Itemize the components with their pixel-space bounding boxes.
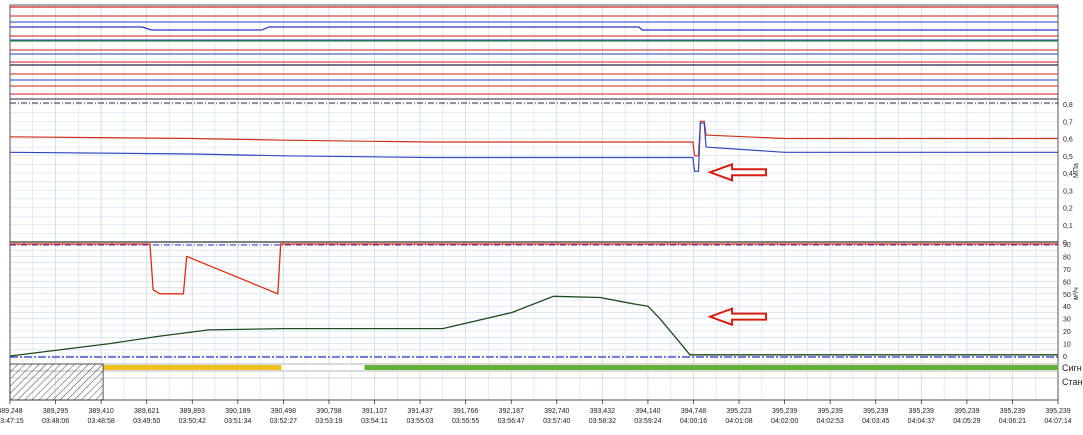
- x-tick-label: 389,295: [43, 408, 68, 415]
- x-tick-label: 389,410: [88, 408, 113, 415]
- x-tick-label: 392,187: [499, 408, 524, 415]
- signal-bar-green: [364, 365, 1058, 370]
- x-tick-time: 04:04:37: [908, 418, 935, 425]
- x-tick-time: 04:00:16: [680, 418, 707, 425]
- pressure-tick-label: 0,1: [1063, 223, 1073, 230]
- x-tick-time: 03:56:47: [498, 418, 525, 425]
- pressure-tick-label: 0,6: [1063, 137, 1073, 144]
- hatched-block: [9, 363, 104, 401]
- flow-tick-label: 90: [1063, 242, 1071, 249]
- x-tick-label: 395,239: [1045, 408, 1070, 415]
- pressure-series-line: [9, 120, 1058, 157]
- signal-label: Сигн: [1062, 363, 1082, 373]
- status-bars: Сигн Стан: [9, 363, 1083, 401]
- x-tick-time: 03:58:32: [589, 418, 616, 425]
- annotations: [707, 162, 768, 327]
- x-tick-time: 03:48:06: [42, 418, 69, 425]
- x-tick-time: 04:02:00: [771, 418, 798, 425]
- pressure-tick-label: 0,4: [1063, 171, 1073, 178]
- x-tick-label: 395,239: [818, 408, 843, 415]
- x-tick-label: 395,239: [909, 408, 934, 415]
- digital-panel: [10, 6, 1058, 100]
- pressure-tick-label: 0,3: [1063, 188, 1073, 195]
- x-tick-label: 392,740: [544, 408, 569, 415]
- x-tick-time: 03:57:40: [543, 418, 570, 425]
- x-tick-time: 04:06:21: [999, 418, 1026, 425]
- flow-tick-label: 30: [1063, 317, 1071, 324]
- x-tick-time: 03:54:11: [361, 418, 388, 425]
- pressure-tick-label: 0,7: [1063, 119, 1073, 126]
- x-tick-label: 395,239: [772, 408, 797, 415]
- flow-panel: 0 10 20 30 40 50 60 70 80 90 м³/ч: [9, 242, 1080, 361]
- x-tick-label: 395,239: [863, 408, 888, 415]
- flow-tick-label: 0: [1063, 354, 1067, 361]
- x-tick-label: 391,107: [362, 408, 387, 415]
- x-tick-label: 389,893: [180, 408, 205, 415]
- x-tick-time: 04:02:53: [817, 418, 844, 425]
- x-tick-time: 03:49:50: [133, 418, 160, 425]
- signal-bar-yellow: [103, 365, 282, 370]
- x-tick-label: 391,437: [407, 408, 432, 415]
- x-tick-label: 390,189: [225, 408, 250, 415]
- pressure-tick-label: 0,8: [1063, 102, 1073, 109]
- x-tick-time: 03:53:19: [315, 418, 342, 425]
- chart-frame: [9, 4, 1059, 401]
- x-tick-label: 394,140: [635, 408, 660, 415]
- flow-series-line: [9, 295, 1058, 357]
- flow-tick-label: 10: [1063, 342, 1071, 349]
- x-tick-time: 04:01:08: [725, 418, 752, 425]
- x-tick-time: 03:48:58: [88, 418, 115, 425]
- pressure-axis-label: МПа: [1073, 163, 1080, 178]
- x-tick-label: 389,621: [134, 408, 159, 415]
- x-tick-label: 395,239: [954, 408, 979, 415]
- x-tick-label: 390,498: [271, 408, 296, 415]
- annotation-arrow: [707, 307, 768, 327]
- flow-series-line: [10, 243, 1058, 295]
- x-tick-time: 03:59:24: [634, 418, 661, 425]
- flow-tick-label: 40: [1063, 304, 1071, 311]
- flow-tick-label: 20: [1063, 329, 1071, 336]
- x-axis: 389,248 03:47:15 389,295 03:48:06 389,410 03:…: [0, 400, 1072, 425]
- x-tick-label: 391,766: [453, 408, 478, 415]
- x-tick-time: 04:05:29: [953, 418, 980, 425]
- x-tick-time: 04:03:45: [862, 418, 889, 425]
- flow-tick-label: 60: [1063, 279, 1071, 286]
- x-tick-label: 393,432: [590, 408, 615, 415]
- flow-tick-label: 80: [1063, 254, 1071, 261]
- pressure-tick-label: 0: [1063, 240, 1067, 247]
- x-tick-time: 03:50:42: [179, 418, 206, 425]
- x-tick-time: 03:55:03: [406, 418, 433, 425]
- digital-series-line: [10, 26, 1058, 31]
- flow-tick-label: 70: [1063, 267, 1071, 274]
- station-label: Стан: [1062, 377, 1083, 387]
- pressure-panel: 0 0,1 0,2 0,3 0,4 0,5 0,6 0,7 0,8 МПа: [9, 102, 1080, 247]
- flow-tick-label: 50: [1063, 292, 1071, 299]
- x-tick-label: 394,748: [681, 408, 706, 415]
- x-tick-time: 04:07:14: [1044, 418, 1071, 425]
- grid: [9, 4, 1059, 401]
- x-tick-label: 395,223: [726, 408, 751, 415]
- flow-axis-label: м³/ч: [1073, 287, 1080, 300]
- x-tick-label: 389,248: [0, 408, 23, 415]
- pressure-series-line: [9, 122, 1058, 172]
- x-tick-time: 03:47:15: [0, 418, 24, 425]
- pressure-tick-label: 0,2: [1063, 206, 1073, 213]
- x-tick-label: 390,798: [316, 408, 341, 415]
- x-tick-label: 395,239: [1000, 408, 1025, 415]
- annotation-arrow: [707, 162, 768, 182]
- pressure-tick-label: 0,5: [1063, 154, 1073, 161]
- x-tick-time: 03:51:34: [224, 418, 251, 425]
- x-tick-time: 03:52:27: [270, 418, 297, 425]
- x-tick-time: 03:55:55: [452, 418, 479, 425]
